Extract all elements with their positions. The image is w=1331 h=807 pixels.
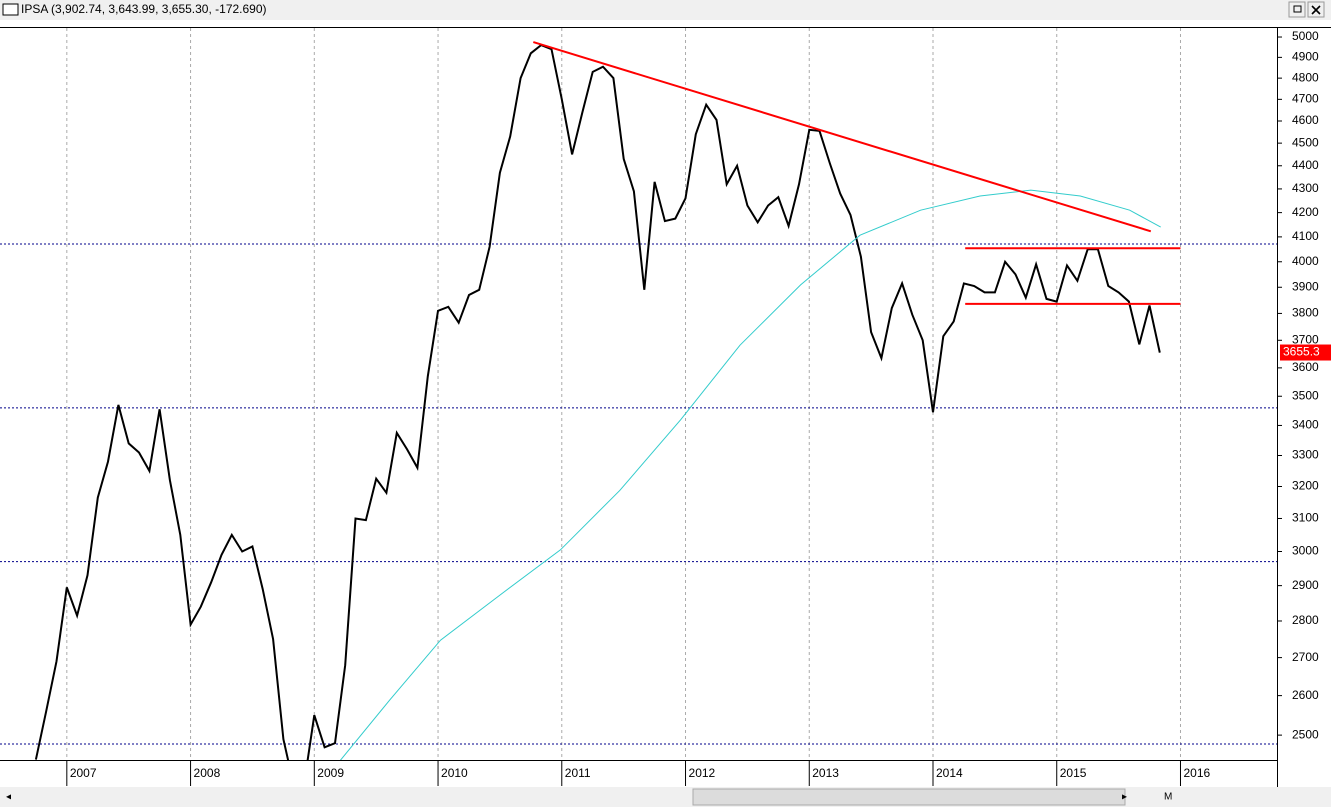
- y-tick-label: 2500: [1292, 727, 1319, 741]
- scroll-bar: [0, 787, 1331, 807]
- x-tick-label: 2014: [936, 766, 963, 780]
- y-tick-label: 4900: [1292, 50, 1319, 64]
- y-tick-label: 3100: [1292, 511, 1319, 525]
- trend-line: [533, 41, 1152, 233]
- y-tick-label: 3600: [1292, 360, 1319, 374]
- x-tick-label: 2012: [689, 766, 716, 780]
- last-value-box: [1280, 344, 1331, 361]
- x-tick-label: 2013: [812, 766, 839, 780]
- title-icon: [2, 3, 19, 16]
- scroll-thumb[interactable]: [692, 788, 1126, 806]
- last-value-label: 3655.3: [1283, 345, 1320, 359]
- y-tick-label: 2900: [1292, 578, 1319, 592]
- title-bar: [0, 0, 1331, 20]
- y-tick-label: 3400: [1292, 418, 1319, 432]
- x-tick-label: 2011: [565, 766, 591, 780]
- y-tick-label: 3700: [1292, 332, 1319, 346]
- restore-icon: [1293, 5, 1302, 13]
- y-tick-label: 2700: [1292, 650, 1319, 664]
- y-tick-label: 4100: [1292, 229, 1319, 243]
- price-line: [34, 43, 1161, 760]
- m-button[interactable]: M: [1164, 792, 1172, 803]
- x-tick-label: 2008: [194, 766, 221, 780]
- x-tick-label: 2010: [441, 766, 468, 780]
- chart-title: IPSA (3,902.74, 3,643.99, 3,655.30, -172…: [21, 2, 267, 16]
- y-tick-label: 3500: [1292, 388, 1319, 402]
- y-tick-label: 3000: [1292, 544, 1319, 558]
- y-tick-label: 3200: [1292, 479, 1319, 493]
- y-tick-label: 4400: [1292, 158, 1319, 172]
- restore-button[interactable]: [1288, 1, 1306, 18]
- y-tick-label: 3800: [1292, 306, 1319, 320]
- y-tick-label: 4300: [1292, 181, 1319, 195]
- y-tick-label: 3300: [1292, 448, 1319, 462]
- y-tick-label: 2600: [1292, 688, 1319, 702]
- y-tick-label: 4600: [1292, 113, 1319, 127]
- y-tick-label: 4500: [1292, 135, 1319, 149]
- y-tick-label: 4800: [1292, 70, 1319, 84]
- x-tick-label: 2009: [317, 766, 344, 780]
- x-tick-label: 2007: [70, 766, 97, 780]
- y-tick-label: 4700: [1292, 92, 1319, 106]
- close-icon: [1311, 5, 1321, 15]
- scroll-right[interactable]: ▸: [1122, 792, 1127, 803]
- y-tick-label: 4200: [1292, 205, 1319, 219]
- plot-area: [0, 28, 1277, 760]
- x-tick-label: 2016: [1183, 766, 1210, 780]
- x-tick-label: 2015: [1060, 766, 1087, 780]
- y-tick-label: 4000: [1292, 254, 1319, 268]
- scroll-left[interactable]: ◂: [6, 792, 11, 803]
- y-tick-label: 5000: [1292, 29, 1319, 43]
- y-tick-label: 3900: [1292, 279, 1319, 293]
- y-tick-label: 2800: [1292, 613, 1319, 627]
- moving-average-line: [339, 189, 1161, 760]
